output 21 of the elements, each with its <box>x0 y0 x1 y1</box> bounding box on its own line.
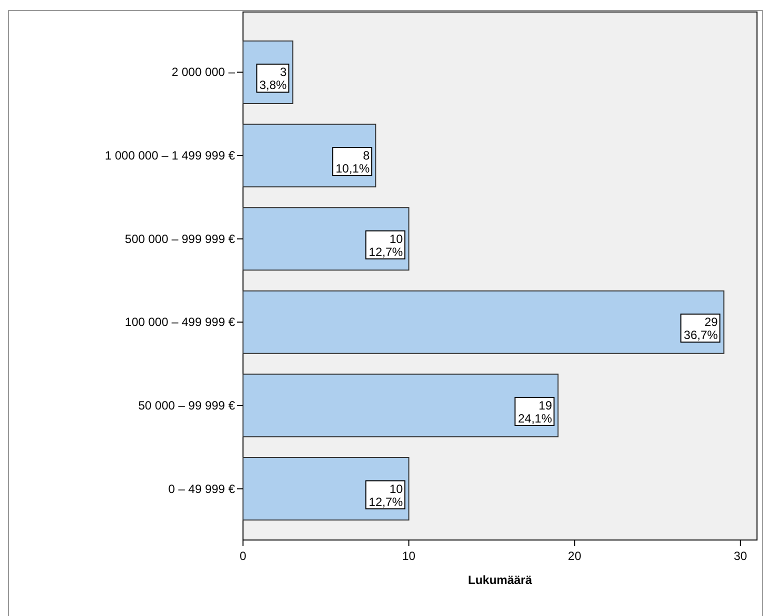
bar <box>242 290 724 354</box>
y-tick-label: 1 000 000 – 1 499 999 € <box>104 148 236 163</box>
x-tick-label: 30 <box>734 549 748 563</box>
y-tick-label: 0 – 49 999 € <box>168 482 236 496</box>
bar <box>242 207 410 271</box>
data-label: 10 12,7% <box>368 482 404 509</box>
y-tick-label: 50 000 – 99 999 € <box>138 398 236 412</box>
bar <box>242 457 410 520</box>
x-tick-label: 20 <box>568 549 582 563</box>
x-axis-title: Lukumäärä <box>468 573 532 587</box>
x-tick-label: 10 <box>402 549 416 563</box>
data-label: 29 36,7% <box>684 315 718 342</box>
data-label: 8 10,1% <box>336 148 370 176</box>
data-label: 19 24,1% <box>518 398 552 426</box>
x-tick-label: 0 <box>240 549 247 563</box>
y-tick-label: 2 000 000 – <box>172 65 236 80</box>
bar <box>242 374 559 438</box>
y-tick-label: 500 000 – 999 999 € <box>124 232 236 246</box>
data-label: 10 12,7% <box>368 232 404 259</box>
y-tick-label: 100 000 – 499 999 € <box>124 315 236 330</box>
data-label: 3 3,8% <box>259 65 288 92</box>
